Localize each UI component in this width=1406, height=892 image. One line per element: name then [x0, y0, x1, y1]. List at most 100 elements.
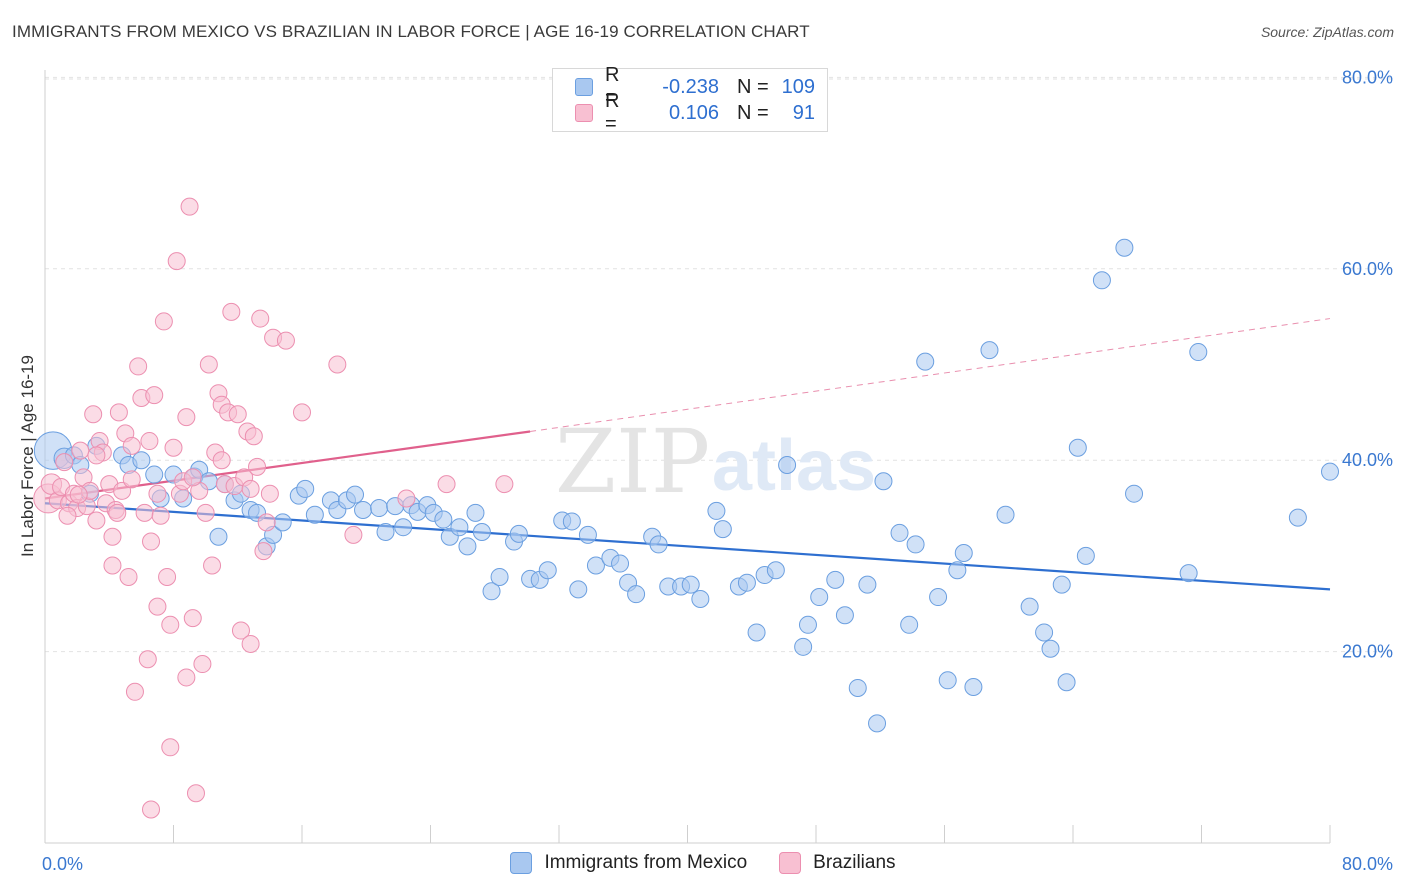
point-mexico: [900, 615, 919, 634]
point-mexico: [394, 518, 413, 537]
point-mexico: [458, 537, 477, 556]
point-brazil: [87, 446, 106, 465]
y-axis-label: In Labor Force | Age 16-19: [18, 355, 37, 557]
point-brazil: [87, 511, 106, 530]
bottom-legend-label-mexico: Immigrants from Mexico: [544, 852, 748, 873]
point-mexico: [1092, 271, 1111, 290]
point-mexico: [370, 499, 389, 518]
point-brazil: [241, 634, 260, 653]
point-mexico: [466, 503, 485, 522]
point-brazil: [140, 432, 159, 451]
point-mexico: [874, 472, 893, 491]
y-tick-label: 20.0%: [1342, 642, 1393, 662]
point-brazil: [344, 525, 363, 544]
watermark-zip: ZIP: [555, 410, 710, 513]
point-mexico: [627, 585, 646, 604]
point-mexico: [938, 671, 957, 690]
point-brazil: [241, 479, 260, 498]
point-brazil: [183, 468, 202, 487]
bottom-legend-brazil: Brazilians: [779, 852, 896, 874]
x-tick-label: 0.0%: [42, 854, 83, 874]
point-brazil: [228, 405, 247, 424]
point-brazil: [84, 405, 103, 424]
bottom-legend-swatch-brazil: [779, 852, 802, 874]
point-mexico: [376, 522, 395, 541]
point-mexico: [305, 505, 324, 524]
point-brazil: [495, 475, 514, 494]
data-points: [33, 197, 1339, 819]
point-mexico: [929, 588, 948, 607]
point-mexico: [948, 561, 967, 580]
point-mexico: [1076, 546, 1095, 565]
legend-row-brazil: R = 0.106 N = 91: [575, 90, 815, 135]
legend-r-value: 0.106: [668, 101, 719, 124]
point-brazil: [276, 331, 295, 350]
point-mexico: [691, 589, 710, 608]
legend-n-value: 109: [781, 75, 815, 98]
point-brazil: [154, 312, 173, 331]
point-brazil: [397, 489, 416, 508]
point-brazil: [148, 597, 167, 616]
bottom-legend-mexico: Immigrants from Mexico: [510, 852, 747, 874]
point-brazil: [108, 503, 127, 522]
x-tick-label: 80.0%: [1342, 854, 1393, 874]
point-brazil: [145, 386, 164, 405]
point-brazil: [109, 403, 128, 422]
point-brazil: [437, 475, 456, 494]
point-mexico: [145, 465, 164, 484]
point-mexico: [450, 518, 469, 537]
point-mexico: [1068, 438, 1087, 457]
point-mexico: [778, 455, 797, 474]
point-mexico: [906, 535, 925, 554]
legend-swatch-brazil: [575, 104, 593, 122]
point-brazil: [167, 252, 186, 271]
point-brazil: [151, 506, 170, 525]
point-brazil: [142, 532, 161, 551]
point-mexico: [1020, 597, 1039, 616]
point-mexico: [1125, 484, 1144, 503]
point-mexico: [273, 513, 292, 532]
point-brazil: [129, 357, 148, 376]
point-brazil: [161, 615, 180, 634]
point-brazil: [193, 655, 212, 674]
point-mexico: [1179, 564, 1198, 583]
point-mexico: [346, 485, 365, 504]
point-mexico: [132, 451, 151, 470]
point-brazil: [71, 441, 90, 460]
point-mexico: [747, 623, 766, 642]
point-mexico: [798, 615, 817, 634]
point-brazil: [122, 470, 141, 489]
point-mexico: [1035, 623, 1054, 642]
point-mexico: [794, 637, 813, 656]
point-mexico: [1041, 639, 1060, 658]
point-mexico: [835, 606, 854, 625]
bottom-legend-swatch-mexico: [510, 852, 533, 874]
point-mexico: [538, 561, 557, 580]
source-label: Source: ZipAtlas.com: [1260, 24, 1394, 40]
point-brazil: [125, 682, 144, 701]
point-mexico: [826, 570, 845, 589]
point-mexico: [1288, 508, 1307, 527]
point-brazil: [183, 609, 202, 628]
legend-n-value: 91: [792, 101, 815, 124]
point-mexico: [586, 556, 605, 575]
point-brazil: [248, 457, 267, 476]
point-mexico: [296, 479, 315, 498]
point-brazil: [231, 621, 250, 640]
point-brazil: [328, 355, 347, 374]
point-brazil: [58, 506, 77, 525]
point-brazil: [293, 403, 311, 422]
point-brazil: [148, 484, 167, 503]
point-mexico: [707, 501, 726, 520]
point-mexico: [562, 512, 581, 531]
trend-line-brazil-extension: [530, 318, 1331, 432]
point-brazil: [164, 438, 183, 457]
point-mexico: [354, 500, 373, 519]
legend-swatch-mexico: [575, 78, 593, 96]
point-brazil: [103, 556, 122, 575]
legend-r-value: -0.238: [662, 75, 719, 98]
point-mexico: [1052, 575, 1071, 594]
point-mexico: [980, 341, 999, 360]
legend-n-label: N =: [737, 101, 769, 124]
